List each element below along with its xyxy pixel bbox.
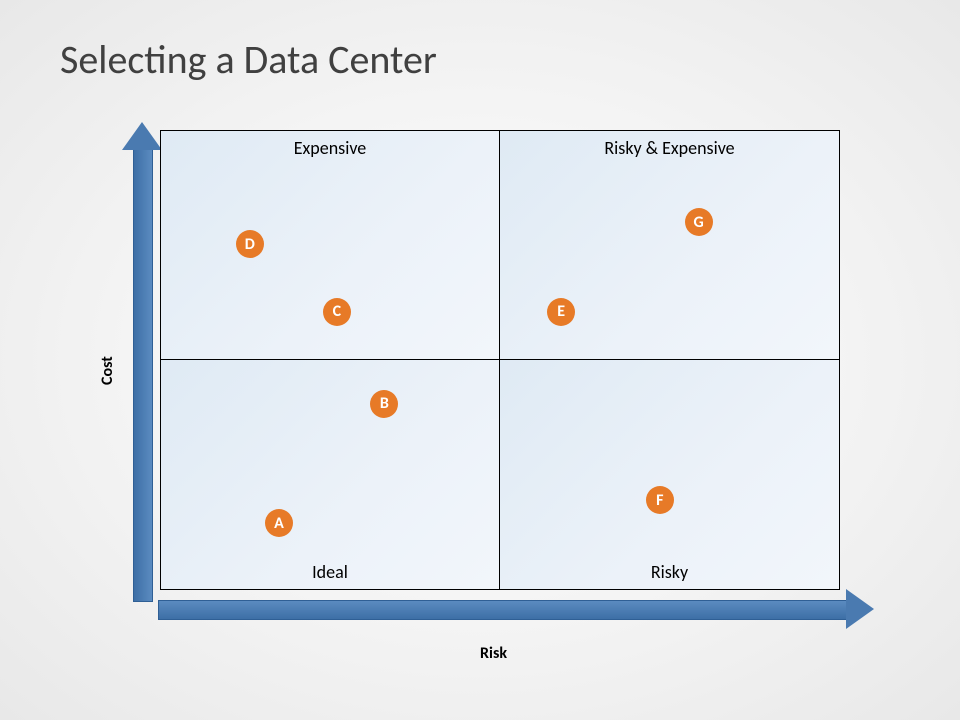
quadrant-plot: Expensive Risky & Expensive Ideal Risky …: [160, 130, 840, 590]
marker-D: D: [236, 230, 264, 258]
marker-G: G: [685, 208, 713, 236]
marker-B: B: [370, 390, 398, 418]
x-axis-arrowhead-icon: [846, 589, 874, 629]
y-axis-arrowhead-icon: [122, 122, 162, 150]
y-axis-arrow: [133, 148, 153, 602]
x-axis-arrow: [158, 600, 850, 620]
marker-C: C: [323, 298, 351, 326]
markers-layer: A B C D E F G: [160, 130, 840, 590]
slide: Selecting a Data Center Cost Risk Expens…: [0, 0, 960, 720]
y-axis-label: Cost: [98, 356, 117, 385]
x-axis-label: Risk: [480, 644, 507, 663]
marker-E: E: [547, 298, 575, 326]
page-title: Selecting a Data Center: [60, 35, 437, 84]
marker-F: F: [646, 486, 674, 514]
marker-A: A: [265, 509, 293, 537]
